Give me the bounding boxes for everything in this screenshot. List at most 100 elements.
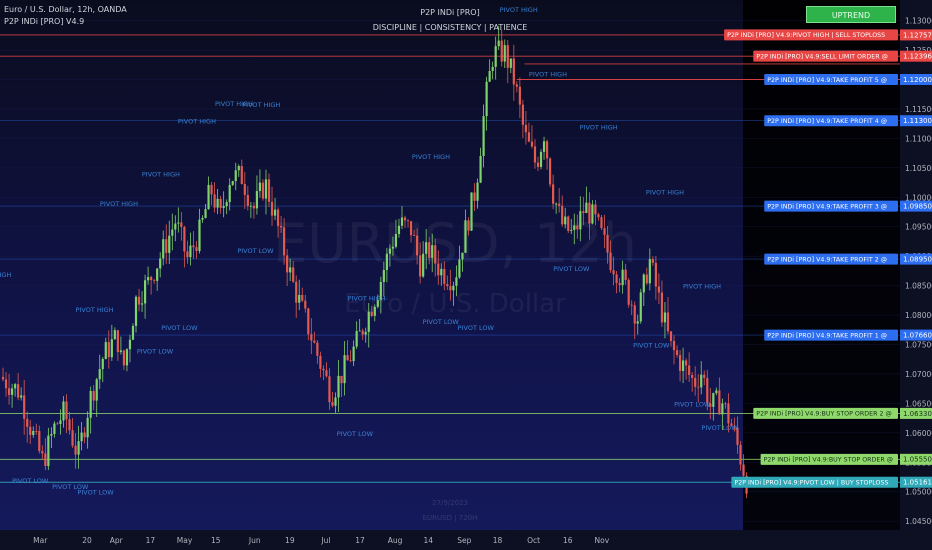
candle-body: [500, 40, 503, 62]
pivot-label: PIVOT LOW: [701, 424, 738, 432]
candle-body: [373, 306, 376, 316]
candle-body: [512, 58, 515, 85]
candle-body: [691, 374, 694, 378]
pivot-label: PIVOT HIGH: [529, 71, 567, 79]
pivot-label: PIVOT HIGH: [412, 153, 450, 161]
level-label: P2P INDi [PRO] V4.9:TAKE PROFIT 4 @: [767, 117, 887, 125]
candle-body: [137, 296, 141, 305]
level-label: P2P INDi [PRO] V4.9:BUY STOP ORDER 2 @: [756, 410, 891, 418]
x-tick-label: Jun: [248, 536, 261, 545]
candle-body: [59, 420, 62, 424]
candle-body: [252, 205, 255, 209]
candle-body: [700, 374, 703, 388]
candle-body: [721, 403, 724, 415]
candle-body: [125, 349, 129, 366]
candle-body: [143, 280, 147, 304]
candle-body: [298, 294, 301, 303]
y-tick-label: 1.10500: [905, 164, 932, 173]
candle-body: [467, 220, 470, 231]
candle-body: [4, 379, 8, 389]
candle-body: [545, 141, 549, 159]
y-tick-label: 1.10000: [905, 193, 932, 202]
candle-body: [231, 181, 234, 185]
candle-body: [636, 321, 639, 324]
candle-body: [675, 350, 679, 356]
symbol-title: Euro / U.S. Dollar, 12h, OANDA: [4, 5, 127, 14]
candle-body: [310, 334, 313, 341]
candle-body: [140, 303, 144, 305]
pivot-label: PIVOT HIGH: [348, 294, 386, 302]
candle-body: [228, 184, 231, 203]
candle-body: [213, 194, 216, 208]
watermark-date: 27/9/2023: [432, 499, 468, 507]
candle-body: [530, 141, 534, 147]
candle-body: [527, 132, 531, 142]
candle-body: [379, 281, 382, 301]
candle-body: [518, 86, 521, 105]
watermark-symbol: EURUSD, 12h: [273, 212, 637, 275]
level-price-bg: [900, 200, 932, 212]
level-label: P2P INDi [PRO] V4.9:PIVOT HIGH | SELL ST…: [727, 32, 885, 39]
indicator-title: P2P INDi [PRO] V4.9: [4, 17, 85, 26]
candle-body: [630, 304, 633, 306]
candle-body: [542, 141, 546, 152]
candle-body: [591, 204, 594, 224]
candle-body: [47, 435, 50, 467]
candle-body: [703, 374, 706, 378]
candle-body: [131, 325, 135, 340]
candle-body: [446, 284, 449, 287]
candle-body: [358, 330, 361, 332]
candle-body: [198, 219, 201, 252]
candle-body: [603, 228, 606, 235]
candle-body: [715, 390, 718, 394]
candle-body: [706, 377, 709, 404]
candle-body: [234, 170, 237, 182]
candle-body: [156, 268, 159, 281]
candle-body: [153, 280, 156, 281]
candle-body: [600, 217, 603, 229]
x-tick-label: May: [177, 536, 193, 545]
y-tick-label: 1.12500: [905, 46, 932, 55]
candle-body: [119, 350, 122, 353]
candle-body: [77, 441, 80, 455]
trend-badge[interactable]: UPTREND: [806, 6, 896, 23]
x-tick-label: Oct: [527, 536, 540, 545]
candle-body: [567, 216, 570, 231]
candle-body: [419, 255, 422, 277]
level-price-bg: [900, 476, 932, 488]
candle-body: [207, 184, 210, 210]
candle-body: [62, 401, 65, 421]
time-axis-background: [0, 530, 900, 550]
candle-body: [7, 388, 11, 395]
pivot-label: PIVOT LOW: [237, 247, 274, 255]
x-tick-label: 17: [355, 536, 365, 545]
candle-body: [449, 286, 452, 291]
candle-body: [150, 277, 153, 281]
x-tick-label: 18: [493, 536, 503, 545]
candle-body: [134, 296, 138, 326]
candle-body: [561, 205, 564, 225]
pivot-label: PIVOT LOW: [137, 347, 174, 355]
pivot-label: PIVOT HIGH: [76, 306, 114, 314]
candle-body: [663, 312, 667, 323]
candle-body: [23, 395, 26, 419]
candle-body: [488, 70, 491, 82]
candle-body: [570, 229, 573, 231]
candle-body: [579, 211, 582, 230]
candle-body: [38, 431, 41, 452]
level-label: P2P INDi [PRO] V4.9:BUY STOP ORDER @: [764, 456, 893, 464]
level-price-bg: [900, 29, 932, 41]
candle-body: [331, 402, 334, 406]
candle-body: [295, 281, 298, 303]
candle-body: [425, 242, 428, 254]
brand-title: P2P INDi [PRO]: [420, 8, 480, 17]
pivot-label: PIVOT LOW: [52, 483, 89, 491]
candle-body: [361, 330, 364, 335]
candle-body: [44, 453, 47, 467]
pivot-label: PIVOT HIGH: [100, 200, 138, 208]
candle-body: [461, 252, 464, 260]
candle-body: [92, 391, 95, 401]
candle-body: [337, 375, 340, 398]
watermark-footer: EURUSD | 720H: [423, 514, 478, 522]
